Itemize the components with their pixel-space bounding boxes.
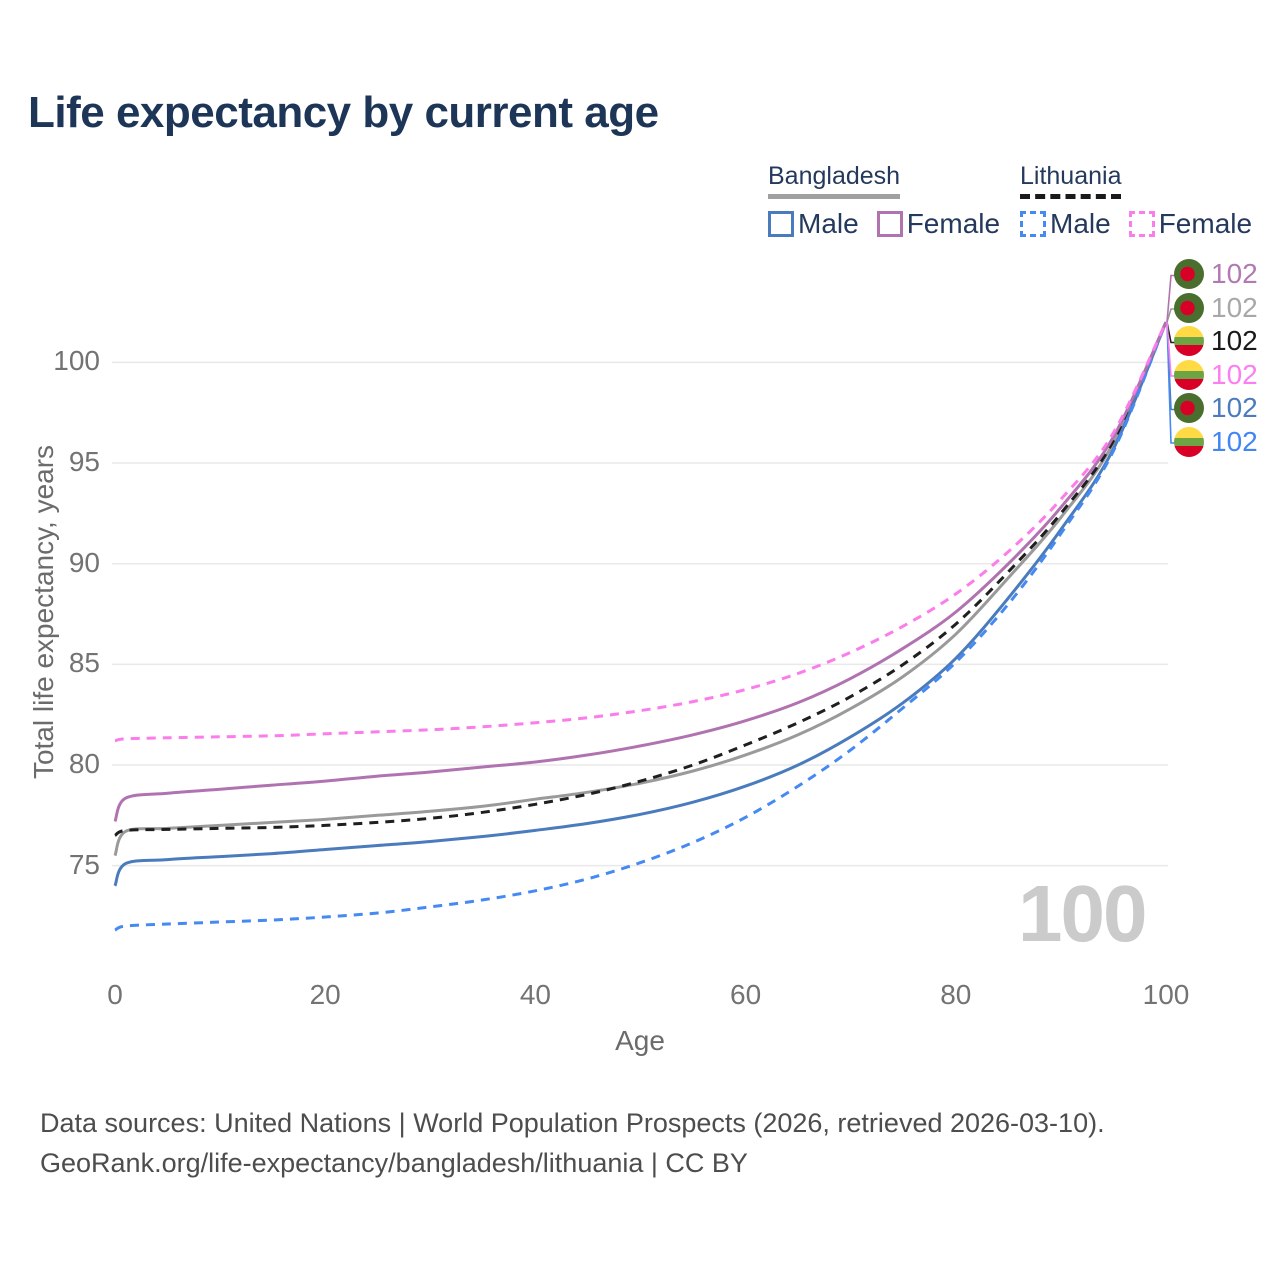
series-line-lithuania-male (114, 321, 1168, 932)
y-tick-label: 95 (68, 446, 100, 478)
x-axis-title: Age (615, 1025, 665, 1056)
end-label-bangladesh-female: 102 (1174, 258, 1258, 289)
end-label-lithuania-male: 102 (1174, 425, 1258, 457)
end-label-bangladesh-both: 102 (1174, 291, 1258, 323)
legend-group-bangladesh: Bangladesh Male Female (768, 162, 1000, 240)
end-value: 102 (1211, 392, 1258, 423)
series-line-lithuania-both (114, 321, 1168, 837)
x-tick-label: 80 (940, 979, 972, 1010)
chart-title: Life expectancy by current age (28, 88, 659, 137)
series-line-bangladesh-female (113, 321, 1168, 823)
bangladesh-flag-icon (1174, 259, 1204, 289)
current-age-watermark: 100 (1018, 869, 1147, 958)
end-value: 102 (1211, 425, 1258, 457)
y-axis-title: Total life expectancy, years (28, 444, 59, 780)
attribution-line: GeoRank.org/life-expectancy/bangladesh/l… (40, 1148, 748, 1178)
legend-label-female: Female (906, 208, 1001, 239)
y-tick-label: 90 (68, 546, 100, 578)
x-tick-label: 40 (519, 979, 551, 1010)
series-end-labels: 102 102 102 102 102 102 (1174, 258, 1258, 460)
legend-item-bangladesh-female[interactable]: Female (876, 208, 1001, 240)
bangladesh-flag-icon (1174, 393, 1204, 423)
legend-label-male: Male (798, 208, 859, 239)
legend-item-bangladesh-male[interactable]: Male (768, 208, 859, 240)
x-tick-label: 100 (1142, 979, 1190, 1010)
y-tick-label: 75 (68, 848, 100, 880)
lithuania-flag-icon (1174, 326, 1204, 356)
y-tick-label: 85 (68, 647, 100, 679)
series-line-bangladesh-both (113, 321, 1168, 857)
legend-items-lithuania: Male Female (1020, 208, 1252, 240)
series-line-bangladesh-male (113, 321, 1168, 887)
end-value: 102 (1211, 258, 1258, 289)
end-label-lithuania-both: 102 (1174, 325, 1258, 356)
legend-label-female: Female (1158, 208, 1253, 239)
legend-group-lithuania: Lithuania Male Female (1020, 162, 1252, 240)
y-tick-label: 80 (68, 748, 100, 779)
legend-items-bangladesh: Male Female (768, 208, 1000, 240)
bangladesh-male-swatch-icon (768, 211, 794, 237)
x-tick-label: 0 (107, 979, 123, 1010)
lithuania-male-swatch-icon (1020, 211, 1046, 237)
lithuania-flag-icon (1174, 359, 1204, 390)
y-tick-label: 100 (53, 345, 100, 377)
end-label-lithuania-female: 102 (1174, 358, 1258, 390)
x-tick-label: 20 (309, 979, 341, 1010)
series-line-lithuania-female (114, 321, 1168, 743)
legend-label-male: Male (1050, 208, 1111, 239)
legend-item-lithuania-female[interactable]: Female (1128, 208, 1253, 240)
legend-item-lithuania-male[interactable]: Male (1020, 208, 1111, 240)
end-value: 102 (1211, 358, 1258, 390)
end-value: 102 (1211, 325, 1258, 356)
x-tick-label: 60 (730, 979, 762, 1010)
legend-header-bangladesh: Bangladesh (768, 162, 901, 199)
end-label-bangladesh-male: 102 (1174, 392, 1258, 423)
data-sources-line: Data sources: United Nations | World Pop… (40, 1108, 1105, 1138)
bangladesh-female-swatch-icon (876, 211, 903, 237)
lithuania-flag-icon (1174, 426, 1204, 457)
legend-header-lithuania: Lithuania (1020, 162, 1122, 199)
end-value: 102 (1211, 291, 1258, 323)
bangladesh-flag-icon (1174, 292, 1204, 323)
lithuania-female-swatch-icon (1128, 211, 1155, 237)
